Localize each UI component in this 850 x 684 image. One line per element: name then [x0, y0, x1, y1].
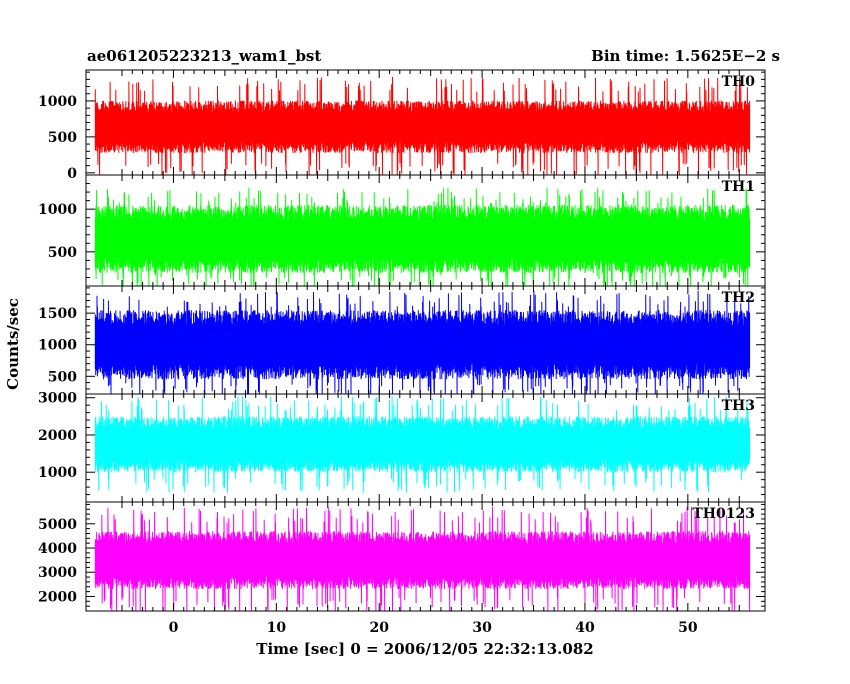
y-tick-label: 500: [48, 369, 77, 385]
series-th1-line: [94, 187, 751, 286]
series-th0123-line: [94, 506, 751, 611]
y-tick-label: 1000: [38, 338, 77, 354]
x-tick-label: 40: [575, 620, 595, 636]
y-tick-label: 500: [48, 130, 77, 146]
y-tick-label: 2000: [38, 428, 77, 444]
chart-title: ae061205223213_wam1_bst: [87, 47, 321, 65]
panel-th0: 0 500 1000 TH0: [38, 69, 766, 182]
panel-label-th2: TH2: [722, 290, 755, 306]
series-th3-line: [94, 395, 751, 493]
y-tick-label: 1000: [38, 94, 77, 110]
y-tick-label: 1000: [38, 465, 77, 481]
panel-th1: 500 1000 TH1: [38, 174, 766, 287]
panel-label-th0: TH0: [722, 74, 756, 90]
y-tick-label: 3000: [38, 391, 77, 407]
x-axis-label: Time [sec] 0 = 2006/12/05 22:32:13.082: [256, 640, 593, 658]
y-axis-label: Counts/sec: [4, 298, 22, 390]
y-tick-label: 4000: [38, 541, 77, 557]
panels-group: 05001000TH05001000TH150010001500TH210002…: [38, 69, 766, 636]
x-tick-label: 0: [169, 620, 179, 636]
y-tick-label: 2000: [38, 589, 77, 605]
y-tick-label: 1500: [38, 306, 77, 322]
panel-frame: [85, 501, 766, 612]
panel-th2: 500 1000 1500 TH2: [38, 285, 766, 395]
y-tick-label: 1000: [38, 202, 77, 218]
x-tick-label: 50: [678, 620, 698, 636]
panel-th3: 1000 2000 3000 TH3: [38, 391, 766, 503]
panel-th0123: 2000 3000 4000 5000 TH0123: [38, 501, 766, 612]
y-tick-label: 3000: [38, 565, 77, 581]
x-tick-label: 20: [369, 620, 389, 636]
panel-label-th3: TH3: [722, 398, 755, 414]
y-tick-label: 500: [48, 245, 77, 261]
panel-label-th1: TH1: [722, 179, 755, 195]
y-tick-label: 5000: [38, 517, 77, 533]
x-tick-label: 10: [267, 620, 287, 636]
panel-label-th0123: TH0123: [692, 506, 755, 522]
x-tick-label: 30: [472, 620, 492, 636]
series-th2-line: [94, 290, 751, 394]
series-th0-line: [94, 76, 751, 175]
bin-time-label: Bin time: 1.5625E−2 s: [591, 47, 780, 65]
y-tick-label: 0: [67, 166, 77, 182]
